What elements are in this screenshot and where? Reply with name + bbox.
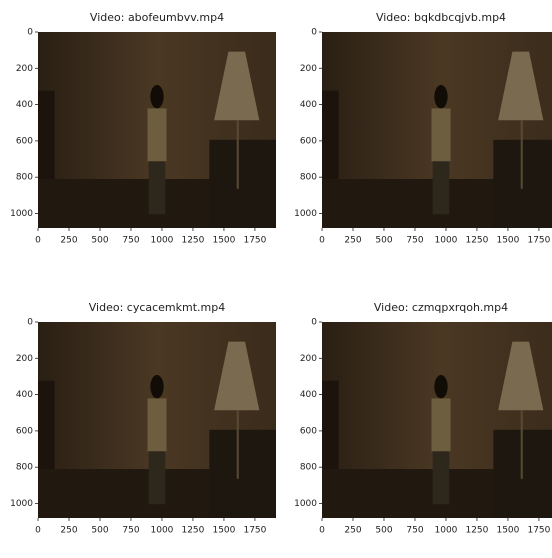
lamp-pole	[237, 410, 239, 479]
x-tick-label: 500	[91, 526, 108, 536]
x-tick-label: 250	[60, 236, 77, 246]
person-body	[431, 108, 450, 161]
y-tick-label: 800	[300, 463, 317, 473]
subplot-title: Video: abofeumbvv.mp4	[90, 11, 224, 24]
x-tick-label: 1500	[212, 236, 235, 246]
x-tick-label: 1750	[527, 526, 550, 536]
person-body	[147, 398, 166, 451]
y-tick-label: 400	[16, 390, 33, 400]
person-head	[434, 85, 447, 109]
y-tick-label: 400	[300, 100, 317, 110]
x-tick-label: 1000	[435, 526, 458, 536]
x-tick-label: 1750	[243, 526, 266, 536]
x-tick-label: 500	[375, 526, 392, 536]
person-legs	[433, 451, 450, 504]
subplot-title: Video: cycacemkmt.mp4	[89, 301, 226, 314]
x-tick-label: 1250	[465, 526, 488, 536]
subplot-title: Video: czmqpxrqoh.mp4	[374, 301, 508, 314]
y-tick-label: 1000	[294, 209, 317, 219]
x-tick-label: 1250	[181, 236, 204, 246]
person-head	[434, 375, 447, 399]
person-legs	[149, 451, 166, 504]
x-tick-label: 1750	[243, 236, 266, 246]
x-tick-label: 500	[375, 236, 392, 246]
y-tick-label: 0	[27, 28, 33, 38]
person-legs	[149, 161, 166, 214]
y-tick-label: 0	[311, 318, 317, 328]
x-tick-label: 1000	[435, 236, 458, 246]
table	[209, 140, 276, 228]
subplot-title: Video: bqkdbcqjvb.mp4	[376, 11, 506, 24]
x-tick-label: 1500	[496, 236, 519, 246]
table	[209, 430, 276, 518]
x-tick-label: 0	[35, 236, 41, 246]
x-tick-label: 1250	[181, 526, 204, 536]
x-tick-label: 750	[406, 236, 423, 246]
x-tick-label: 1750	[527, 236, 550, 246]
x-tick-label: 750	[122, 236, 139, 246]
x-tick-label: 1000	[151, 236, 174, 246]
lamp-pole	[521, 410, 523, 479]
x-tick-label: 1250	[465, 236, 488, 246]
y-tick-label: 1000	[294, 499, 317, 509]
y-tick-label: 1000	[10, 209, 33, 219]
y-tick-label: 200	[300, 354, 317, 364]
y-tick-label: 800	[300, 173, 317, 183]
figure: Video: abofeumbvv.mp4 0 250 500 750 1000 1250 1…	[0, 0, 552, 558]
person-body	[147, 108, 166, 161]
x-tick-label: 0	[35, 526, 41, 536]
y-tick-label: 0	[27, 318, 33, 328]
x-tick-label: 0	[319, 526, 325, 536]
x-tick-label: 250	[344, 236, 361, 246]
x-tick-label: 1500	[212, 526, 235, 536]
x-tick-label: 250	[344, 526, 361, 536]
y-tick-label: 600	[16, 426, 33, 436]
y-tick-label: 400	[16, 100, 33, 110]
x-tick-label: 1500	[496, 526, 519, 536]
y-tick-label: 400	[300, 390, 317, 400]
x-tick-label: 250	[60, 526, 77, 536]
person-head	[150, 375, 163, 399]
person-legs	[433, 161, 450, 214]
y-tick-label: 0	[311, 28, 317, 38]
x-tick-label: 750	[122, 526, 139, 536]
y-tick-label: 800	[16, 463, 33, 473]
person-body	[431, 398, 450, 451]
y-tick-label: 600	[16, 136, 33, 146]
lamp-pole	[521, 120, 523, 189]
y-tick-label: 200	[300, 64, 317, 74]
x-tick-label: 750	[406, 526, 423, 536]
y-tick-label: 800	[16, 173, 33, 183]
lamp-pole	[237, 120, 239, 189]
y-tick-label: 200	[16, 64, 33, 74]
y-tick-label: 600	[300, 426, 317, 436]
person-head	[150, 85, 163, 109]
x-tick-label: 1000	[151, 526, 174, 536]
x-tick-label: 500	[91, 236, 108, 246]
y-tick-label: 200	[16, 354, 33, 364]
y-tick-label: 600	[300, 136, 317, 146]
x-tick-label: 0	[319, 236, 325, 246]
y-tick-label: 1000	[10, 499, 33, 509]
